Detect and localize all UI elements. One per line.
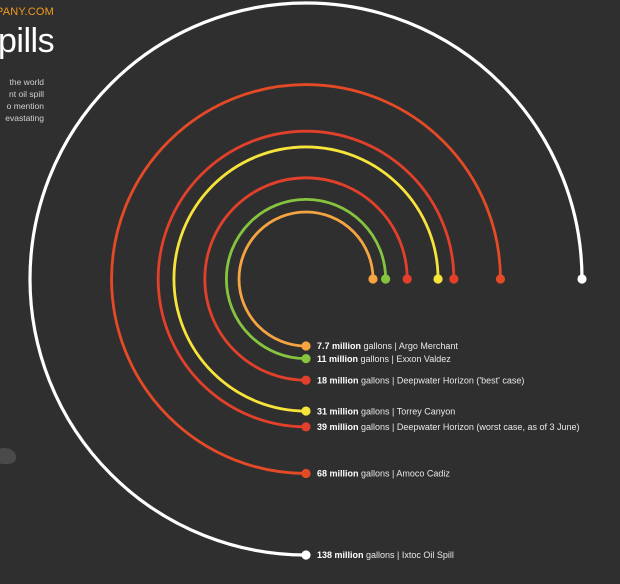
page-title: pills: [0, 22, 55, 60]
spill-name: Amoco Cadiz: [396, 469, 450, 479]
arc-end-dot: [301, 354, 311, 364]
spill-label: 11 million gallons | Exxon Valdez: [317, 354, 451, 364]
site-url[interactable]: PANY.COM: [0, 6, 55, 18]
arc-end-dot: [301, 406, 311, 416]
spill-value: 7.7 million: [317, 341, 361, 351]
intro-line: the world: [9, 77, 45, 87]
arc-end-dot: [301, 375, 311, 385]
spill-arc: [28, 1, 584, 557]
spill-unit: gallons |: [361, 341, 399, 351]
spill-name: Exxon Valdez: [396, 354, 451, 364]
spill-name: Argo Merchant: [399, 341, 459, 351]
spill-value: 31 million: [317, 406, 359, 416]
arc-end-dot: [301, 341, 311, 351]
spill-arc: [237, 210, 375, 348]
spill-arc: [203, 176, 409, 382]
spill-unit: gallons |: [359, 469, 397, 479]
spill-unit: gallons |: [358, 354, 396, 364]
intro-line: nt oil spill: [9, 89, 44, 99]
arc-start-dot: [381, 274, 391, 284]
spill-value: 18 million: [317, 375, 359, 385]
spill-name: Deepwater Horizon ('best' case): [397, 375, 525, 385]
spill-value: 11 million: [317, 354, 358, 364]
arc-end-dot: [301, 422, 311, 432]
arc-start-dot: [433, 274, 443, 284]
bird-silhouette: [0, 448, 16, 464]
spill-unit: gallons |: [364, 550, 402, 560]
spill-unit: gallons |: [359, 406, 397, 416]
intro-line: o mention: [6, 101, 44, 111]
spill-unit: gallons |: [359, 422, 397, 432]
intro-line: evastating: [5, 113, 44, 123]
arc-end-dot: [301, 468, 311, 479]
spill-arc: [156, 129, 456, 429]
spill-label: 18 million gallons | Deepwater Horizon (…: [317, 375, 524, 385]
spill-label: 7.7 million gallons | Argo Merchant: [317, 341, 458, 351]
spill-name: Ixtoc Oil Spill: [402, 550, 454, 560]
spill-arc: [172, 145, 440, 413]
spill-label: 138 million gallons | Ixtoc Oil Spill: [317, 550, 454, 560]
arc-end-dot: [301, 550, 311, 560]
spill-value: 138 million: [317, 550, 364, 560]
spill-label: 39 million gallons | Deepwater Horizon (…: [317, 422, 579, 432]
spill-name: Deepwater Horizon (worst case, as of 3 J…: [397, 422, 580, 432]
spill-arc: [224, 197, 388, 361]
arc-start-dot: [495, 274, 506, 284]
spill-label: 68 million gallons | Amoco Cadiz: [317, 469, 450, 479]
arc-start-dot: [402, 274, 412, 284]
spill-unit: gallons |: [359, 375, 397, 385]
spill-name: Torrey Canyon: [397, 406, 456, 416]
arc-start-dot: [368, 274, 378, 284]
arc-start-dot: [577, 274, 587, 284]
intro-text: the world nt oil spill o mention evastat…: [0, 76, 44, 126]
spill-label: 31 million gallons | Torrey Canyon: [317, 406, 455, 416]
spill-value: 39 million: [317, 422, 359, 432]
arc-start-dot: [449, 274, 459, 284]
spill-arc: [110, 83, 502, 475]
spill-value: 68 million: [317, 469, 359, 479]
